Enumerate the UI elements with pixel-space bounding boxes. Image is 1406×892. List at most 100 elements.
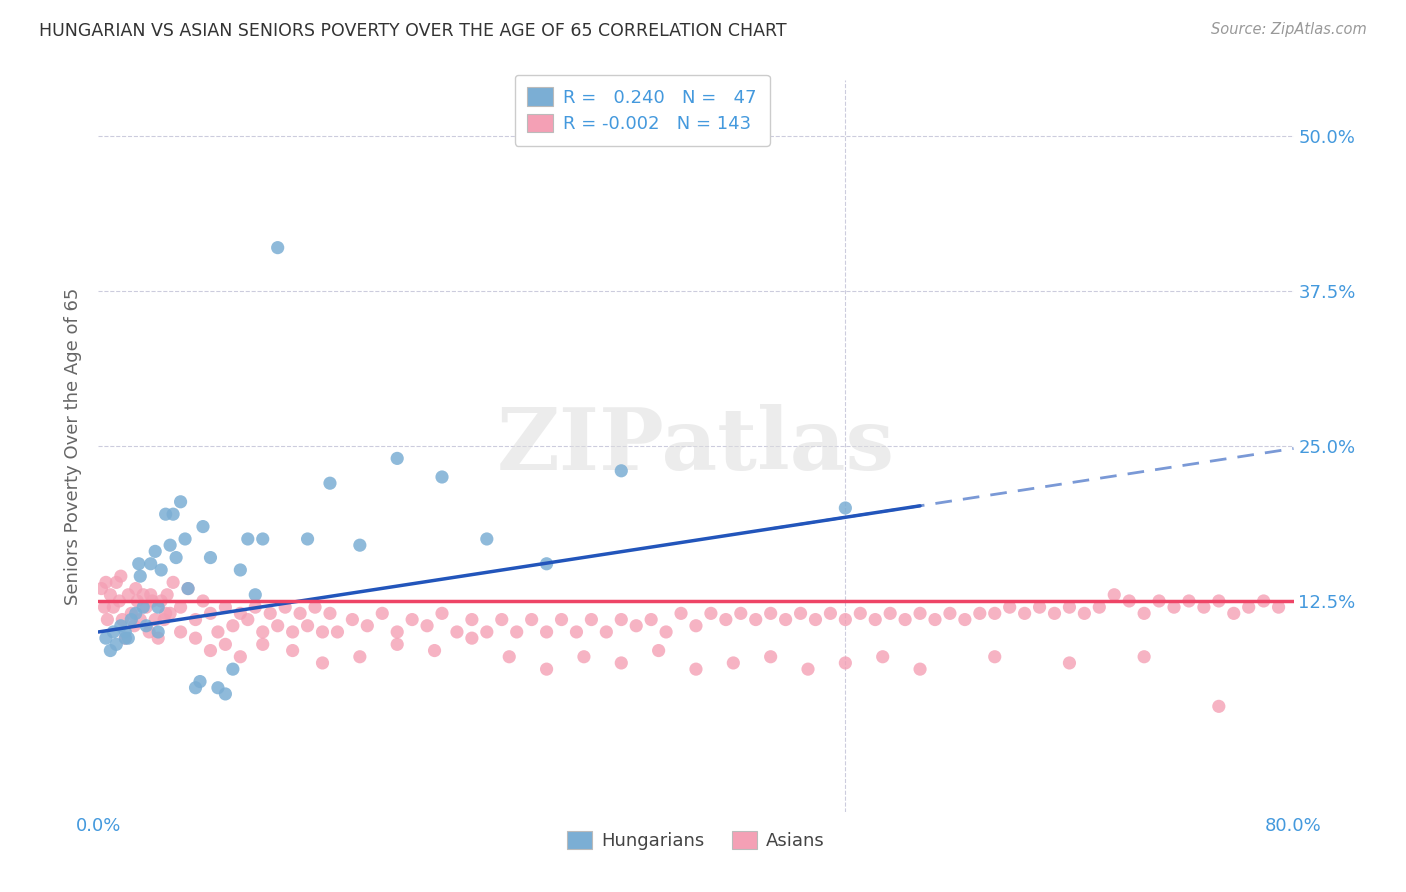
Point — [745, 613, 768, 627]
Point — [669, 607, 692, 621]
Point — [245, 588, 267, 602]
Point — [685, 619, 707, 633]
Point — [506, 624, 529, 639]
Point — [685, 662, 707, 676]
Point — [143, 544, 166, 558]
Point — [446, 624, 468, 639]
Point — [117, 631, 139, 645]
Point — [626, 619, 648, 633]
Point — [236, 532, 259, 546]
Point — [655, 624, 678, 639]
Point — [924, 613, 946, 627]
Point — [103, 624, 125, 639]
Point — [200, 550, 222, 565]
Point — [252, 532, 274, 546]
Point — [184, 681, 207, 695]
Point — [214, 687, 236, 701]
Point — [105, 575, 128, 590]
Y-axis label: Seniors Poverty Over the Age of 65: Seniors Poverty Over the Age of 65 — [65, 287, 83, 605]
Point — [1147, 594, 1170, 608]
Point — [281, 643, 304, 657]
Point — [148, 600, 170, 615]
Point — [498, 649, 520, 664]
Point — [640, 613, 662, 627]
Point — [304, 600, 326, 615]
Point — [953, 613, 976, 627]
Point — [595, 624, 617, 639]
Point — [114, 631, 136, 645]
Point — [1192, 600, 1215, 615]
Point — [297, 619, 319, 633]
Point — [96, 613, 118, 627]
Point — [214, 600, 236, 615]
Point — [141, 594, 163, 608]
Point — [984, 649, 1007, 664]
Point — [789, 607, 811, 621]
Point — [581, 613, 603, 627]
Point — [326, 624, 349, 639]
Point — [174, 532, 197, 546]
Point — [98, 643, 122, 657]
Point — [177, 582, 200, 596]
Point — [1088, 600, 1111, 615]
Point — [872, 649, 894, 664]
Point — [155, 507, 177, 521]
Point — [188, 674, 211, 689]
Point — [191, 594, 214, 608]
Text: HUNGARIAN VS ASIAN SENIORS POVERTY OVER THE AGE OF 65 CORRELATION CHART: HUNGARIAN VS ASIAN SENIORS POVERTY OVER … — [39, 22, 787, 40]
Point — [1104, 588, 1126, 602]
Point — [169, 495, 191, 509]
Point — [1237, 600, 1260, 615]
Point — [108, 594, 131, 608]
Point — [908, 607, 931, 621]
Point — [125, 607, 148, 621]
Point — [114, 624, 136, 639]
Point — [311, 656, 333, 670]
Point — [797, 662, 820, 676]
Point — [105, 637, 128, 651]
Point — [647, 643, 669, 657]
Point — [461, 613, 484, 627]
Point — [274, 600, 297, 615]
Point — [475, 624, 498, 639]
Point — [281, 624, 304, 639]
Point — [804, 613, 827, 627]
Point — [236, 613, 259, 627]
Point — [159, 607, 181, 621]
Point — [288, 607, 311, 621]
Point — [610, 613, 633, 627]
Point — [491, 613, 513, 627]
Point — [939, 607, 962, 621]
Point — [150, 563, 173, 577]
Point — [184, 613, 207, 627]
Point — [1059, 656, 1081, 670]
Point — [1163, 600, 1185, 615]
Text: Source: ZipAtlas.com: Source: ZipAtlas.com — [1211, 22, 1367, 37]
Point — [143, 613, 166, 627]
Point — [536, 557, 558, 571]
Point — [371, 607, 394, 621]
Point — [129, 613, 152, 627]
Point — [423, 643, 446, 657]
Point — [229, 607, 252, 621]
Point — [1267, 600, 1289, 615]
Point — [252, 624, 274, 639]
Point — [879, 607, 901, 621]
Point — [267, 619, 290, 633]
Point — [125, 582, 148, 596]
Point — [1208, 699, 1230, 714]
Point — [572, 649, 595, 664]
Point — [1059, 600, 1081, 615]
Point — [723, 656, 745, 670]
Point — [93, 600, 115, 615]
Point — [1208, 594, 1230, 608]
Point — [998, 600, 1021, 615]
Point — [90, 582, 112, 596]
Point — [132, 600, 155, 615]
Point — [111, 613, 134, 627]
Point — [200, 607, 222, 621]
Point — [184, 631, 207, 645]
Point — [162, 575, 184, 590]
Point — [127, 594, 149, 608]
Point — [520, 613, 543, 627]
